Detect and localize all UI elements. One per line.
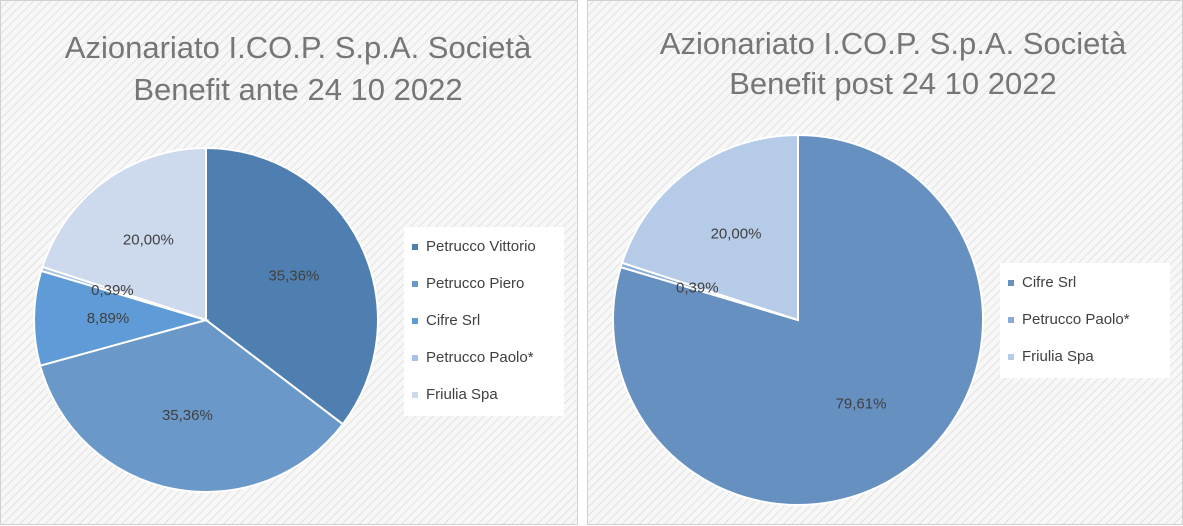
legend-label: Friulia Spa (1022, 348, 1094, 365)
legend-label: Petrucco Piero (426, 275, 524, 292)
chart-title: Benefit post 24 10 2022 (729, 66, 1056, 101)
chart-title: Azionariato I.CO.P. S.p.A. Società (65, 30, 532, 65)
legend-label: Petrucco Vittorio (426, 238, 536, 255)
data-label: 79,61% (836, 396, 887, 413)
legend-label: Petrucco Paolo* (426, 349, 534, 366)
pie-slice (38, 318, 345, 493)
data-label: 0,39% (676, 280, 719, 297)
data-label: 20,00% (123, 232, 174, 249)
legend-box (404, 227, 564, 416)
legend-swatch (412, 355, 418, 361)
data-label: 0,39% (91, 282, 134, 299)
pie-slice (205, 146, 379, 426)
data-label: 8,89% (87, 310, 130, 327)
data-label: 35,36% (162, 407, 213, 424)
legend-label: Petrucco Paolo* (1022, 311, 1130, 328)
legend-swatch (412, 244, 418, 250)
legend-box (1000, 263, 1170, 378)
pie-slice (33, 269, 210, 367)
chart-title: Azionariato I.CO.P. S.p.A. Società (660, 26, 1127, 61)
legend-swatch (412, 392, 418, 398)
legend-swatch (1008, 317, 1014, 323)
chart-title: Benefit ante 24 10 2022 (133, 72, 462, 107)
legend-swatch (1008, 354, 1014, 360)
legend-swatch (1008, 280, 1014, 286)
legend-label: Cifre Srl (426, 312, 480, 329)
legend-swatch (412, 281, 418, 287)
data-label: 20,00% (711, 226, 762, 243)
legend-swatch (412, 318, 418, 324)
pie-slice (41, 146, 207, 322)
legend-label: Friulia Spa (426, 386, 498, 403)
pie-slice (620, 133, 799, 322)
data-label: 35,36% (268, 267, 319, 284)
legend-label: Cifre Srl (1022, 274, 1076, 291)
